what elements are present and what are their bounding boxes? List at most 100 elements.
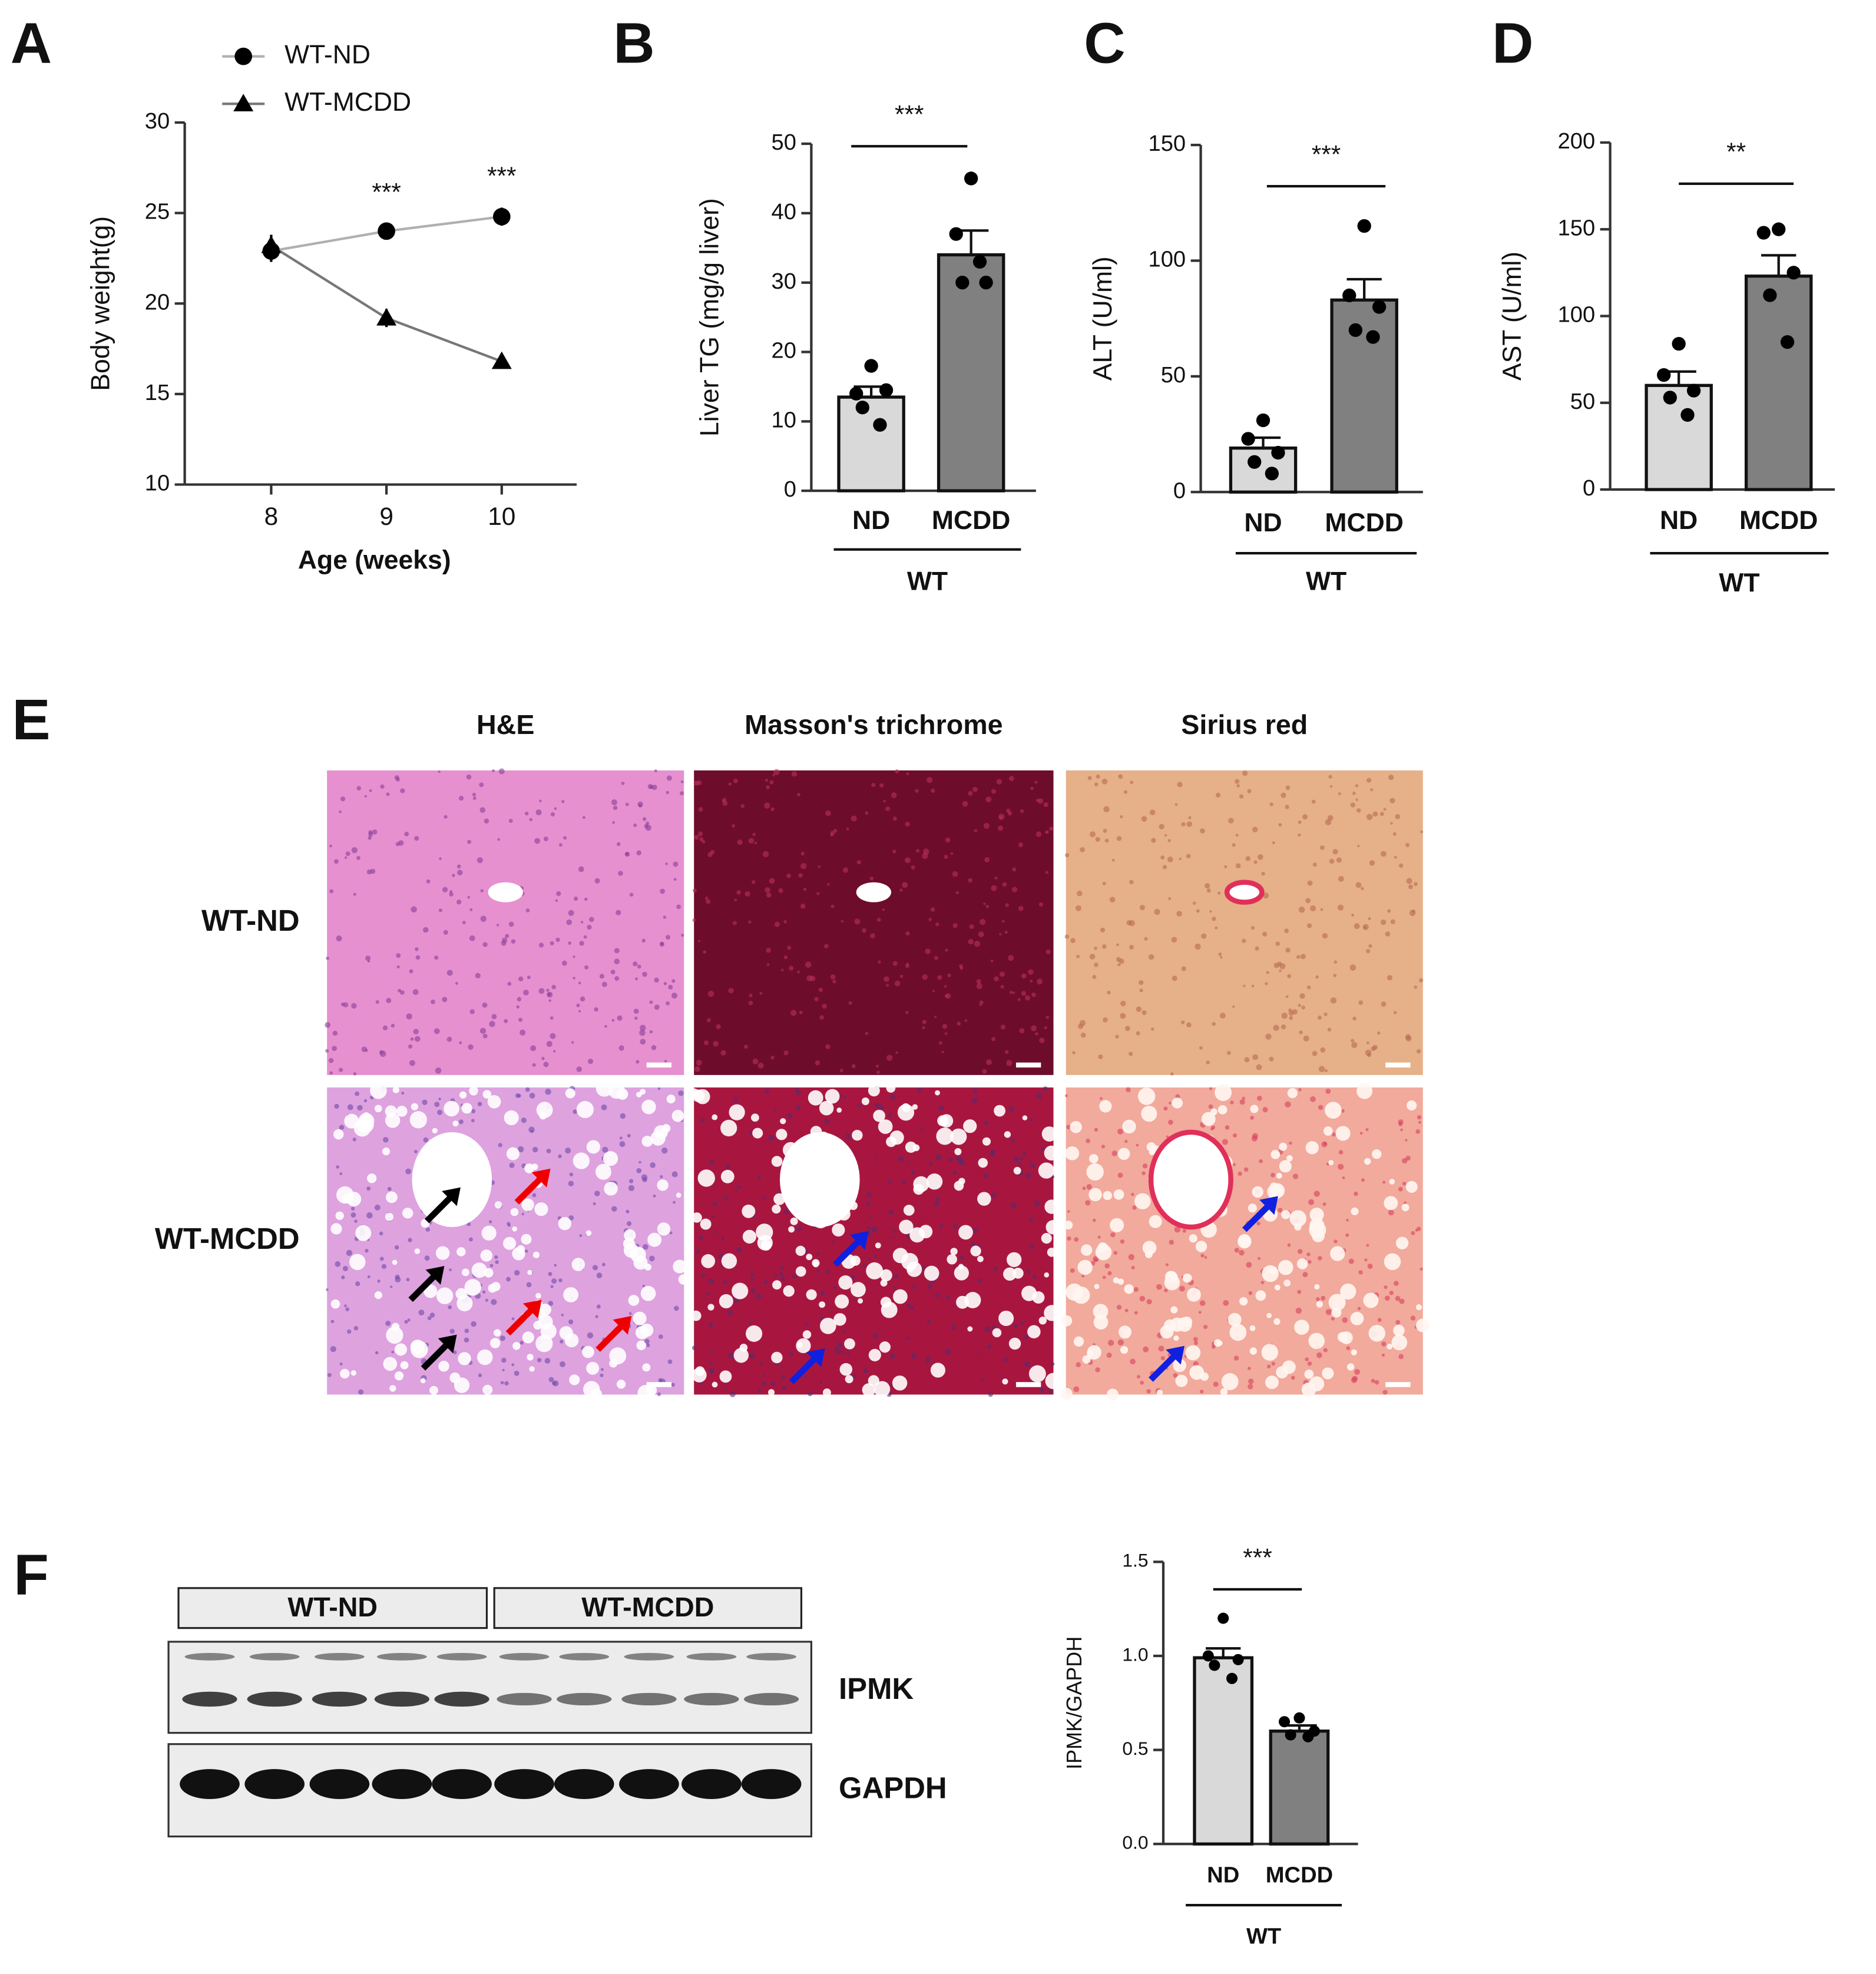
nucleus bbox=[344, 1304, 347, 1308]
error-bar bbox=[1206, 1647, 1241, 1658]
nucleus bbox=[535, 809, 542, 816]
nucleus bbox=[1124, 1139, 1128, 1143]
vacuole bbox=[746, 1325, 763, 1343]
nucleus bbox=[1148, 954, 1154, 960]
nucleus bbox=[401, 1092, 405, 1095]
nucleus bbox=[769, 878, 775, 884]
nucleus bbox=[911, 865, 915, 870]
nucleus bbox=[1211, 1125, 1216, 1130]
vacuole bbox=[873, 1109, 885, 1122]
nucleus bbox=[1417, 1115, 1422, 1120]
nucleus bbox=[342, 1265, 348, 1271]
nucleus bbox=[489, 1021, 495, 1027]
nucleus bbox=[651, 1045, 657, 1050]
nucleus bbox=[1124, 1308, 1129, 1312]
nucleus bbox=[992, 1266, 998, 1271]
nucleus bbox=[482, 1033, 488, 1039]
vacuole bbox=[642, 1363, 651, 1372]
nucleus bbox=[565, 1148, 571, 1154]
nucleus bbox=[1109, 897, 1116, 902]
nucleus bbox=[772, 773, 775, 777]
nucleus bbox=[532, 1146, 538, 1153]
nucleus bbox=[649, 1030, 653, 1034]
nucleus bbox=[561, 960, 567, 966]
vacuole bbox=[1255, 1290, 1266, 1301]
nucleus bbox=[692, 888, 697, 893]
vacuole bbox=[1331, 1307, 1342, 1318]
vacuole bbox=[1210, 1108, 1217, 1116]
nucleus bbox=[1164, 834, 1167, 837]
vacuole bbox=[1045, 1373, 1062, 1390]
arrow-shaft bbox=[1149, 1353, 1177, 1382]
nucleus bbox=[550, 812, 555, 816]
bar bbox=[1229, 447, 1298, 494]
nucleus bbox=[1163, 1106, 1168, 1111]
nucleus bbox=[1067, 1210, 1070, 1213]
nucleus bbox=[1321, 1141, 1328, 1148]
nucleus bbox=[561, 799, 565, 804]
nucleus bbox=[1351, 1041, 1358, 1049]
nucleus bbox=[752, 1058, 759, 1064]
nucleus bbox=[511, 939, 516, 944]
vacuole bbox=[1407, 1100, 1417, 1111]
nucleus bbox=[1334, 1239, 1338, 1244]
arrow-head bbox=[442, 1187, 461, 1206]
nucleus bbox=[1393, 1011, 1397, 1014]
nucleus bbox=[748, 838, 755, 844]
nucleus bbox=[628, 1185, 635, 1191]
vacuole bbox=[529, 1366, 535, 1372]
vacuole bbox=[1013, 1166, 1021, 1175]
vacuole bbox=[967, 1326, 973, 1332]
nucleus bbox=[1271, 1361, 1275, 1366]
vacuole bbox=[950, 1128, 967, 1145]
nucleus bbox=[521, 1117, 527, 1123]
nucleus bbox=[749, 1353, 756, 1359]
nucleus bbox=[452, 874, 455, 877]
nucleus bbox=[797, 970, 800, 974]
vacuole bbox=[1262, 1265, 1279, 1282]
nucleus bbox=[385, 1321, 391, 1326]
nucleus bbox=[344, 856, 348, 859]
nucleus bbox=[1262, 931, 1268, 937]
vacuole bbox=[489, 1338, 501, 1348]
vacuole bbox=[1093, 1304, 1109, 1320]
nucleus bbox=[707, 990, 714, 997]
nucleus bbox=[1251, 984, 1255, 988]
nucleus bbox=[508, 1224, 511, 1227]
nucleus bbox=[1120, 1000, 1126, 1007]
nucleus bbox=[413, 1029, 419, 1034]
nucleus bbox=[1044, 1026, 1047, 1030]
histology-image bbox=[692, 769, 1054, 1075]
nucleus bbox=[727, 1353, 734, 1359]
nucleus bbox=[375, 1000, 379, 1004]
nucleus bbox=[955, 891, 959, 895]
nucleus bbox=[1298, 833, 1301, 836]
nucleus bbox=[340, 796, 346, 802]
y-tick-label: 150 bbox=[1149, 131, 1186, 156]
nucleus bbox=[482, 1290, 486, 1294]
nucleus bbox=[1031, 1025, 1037, 1031]
vacuole bbox=[342, 1193, 353, 1203]
nucleus bbox=[633, 961, 638, 967]
nucleus bbox=[820, 1291, 825, 1296]
nucleus bbox=[520, 1029, 526, 1036]
nucleus bbox=[959, 964, 963, 968]
nucleus bbox=[699, 1235, 704, 1241]
nucleus bbox=[991, 885, 997, 891]
nucleus bbox=[843, 1096, 847, 1100]
nucleus bbox=[888, 1113, 892, 1117]
vacuole bbox=[350, 1370, 357, 1376]
nucleus bbox=[541, 1057, 545, 1060]
nucleus bbox=[448, 1305, 452, 1310]
vacuole bbox=[506, 1147, 520, 1160]
nucleus bbox=[1289, 1016, 1293, 1020]
nucleus bbox=[583, 935, 587, 939]
nucleus bbox=[471, 1109, 476, 1113]
vacuole bbox=[1252, 1186, 1263, 1198]
nucleus bbox=[945, 993, 951, 999]
nucleus bbox=[524, 1249, 528, 1253]
nucleus bbox=[1379, 812, 1384, 816]
nucleus bbox=[1132, 1205, 1137, 1210]
vacuole bbox=[880, 1279, 888, 1287]
nucleus bbox=[902, 882, 908, 888]
